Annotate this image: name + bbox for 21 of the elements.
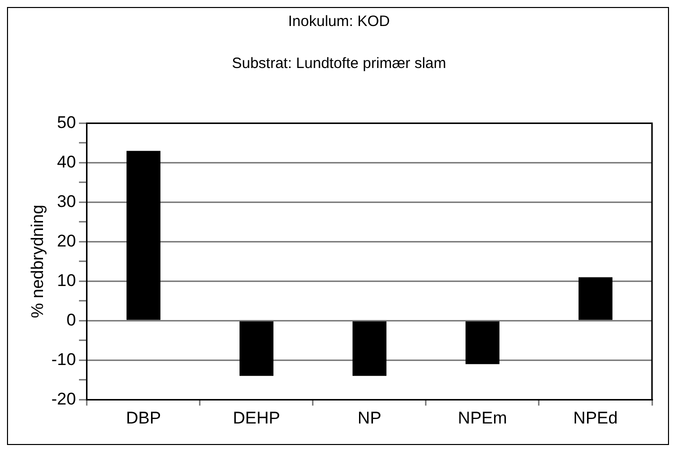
bar bbox=[466, 321, 500, 364]
y-tick-label: 0 bbox=[66, 310, 76, 330]
bar bbox=[352, 321, 386, 376]
y-tick-label: -20 bbox=[51, 389, 76, 408]
y-tick-label: 50 bbox=[57, 112, 76, 132]
y-axis-title: % nedbrydning bbox=[28, 204, 47, 318]
bar bbox=[240, 321, 274, 376]
chart-subtitle: Substrat: Lundtofte primær slam bbox=[230, 55, 448, 72]
chart-title: Inokulum: KOD bbox=[287, 13, 391, 30]
x-tick-label: NPEd bbox=[573, 408, 618, 428]
bar bbox=[578, 277, 612, 320]
x-tick-label: NPEm bbox=[458, 408, 508, 428]
bar bbox=[126, 150, 160, 320]
y-tick-label: 20 bbox=[57, 231, 76, 250]
x-tick-label: DEHP bbox=[232, 408, 280, 428]
y-tick-label: -10 bbox=[51, 350, 76, 369]
y-tick-label: 40 bbox=[57, 152, 76, 172]
x-tick-label: NP bbox=[358, 408, 382, 428]
y-tick-label: 10 bbox=[57, 270, 76, 290]
y-tick-label: 30 bbox=[57, 192, 76, 211]
x-tick-label: DBP bbox=[126, 408, 161, 428]
